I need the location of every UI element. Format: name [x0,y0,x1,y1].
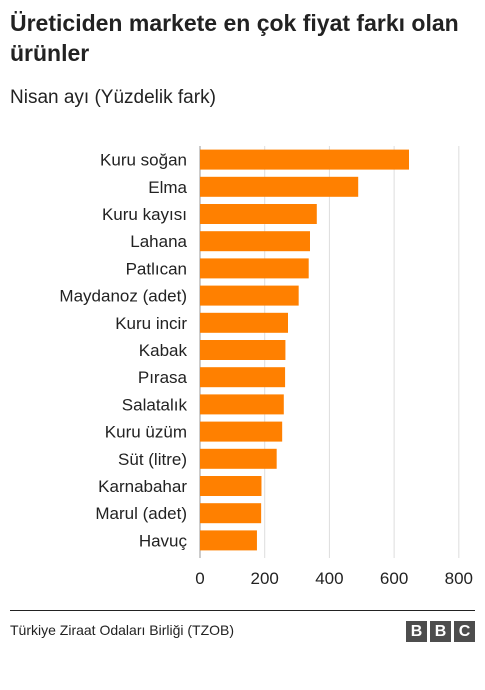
category-label: Maydanoz (adet) [59,287,187,306]
x-tick-labels: 0 200 400 600 800 [195,569,473,588]
bar [200,258,309,279]
x-tick-label: 0 [195,569,204,588]
category-label: Elma [148,178,187,197]
category-label: Salatalık [122,395,188,414]
bar [200,204,317,224]
bars [200,149,409,551]
bar [200,421,283,442]
category-label: Kuru soğan [100,151,187,170]
category-label: Lahana [130,232,187,251]
bar [200,312,288,333]
category-label: Süt (litre) [118,450,187,469]
bbc-logo-letter: B [406,621,427,642]
category-label: Kuru incir [115,314,187,333]
source-note: Türkiye Ziraat Odaları Birliği (TZOB) [10,622,235,638]
x-tick-label: 600 [380,569,408,588]
chart-title: Üreticiden markete en çok fiyat farkı ol… [10,10,459,66]
bbc-logo: B B C [406,621,475,642]
bar [200,503,262,524]
bar [200,394,284,415]
x-tick-label: 400 [315,569,343,588]
category-label: Kabak [139,341,188,360]
category-label: Karnabahar [98,477,187,496]
bar [200,476,262,496]
category-label: Kuru kayısı [102,205,187,224]
bbc-logo-letter: C [454,621,475,642]
x-tick-label: 200 [251,569,279,588]
category-labels: Kuru soğan Elma Kuru kayısı Lahana Patlıcan M… [59,151,187,551]
bbc-logo-letter: B [430,621,451,642]
category-label: Patlıcan [126,259,187,278]
category-label: Kuru üzüm [105,423,187,442]
bar [200,367,286,388]
x-tick-label: 800 [445,569,473,588]
bar [200,530,257,551]
bar [200,448,277,469]
footer-divider [10,610,475,611]
category-label: Havuç [139,531,188,550]
category-label: Marul (adet) [95,504,187,523]
bar [200,285,299,306]
bar [200,340,286,360]
bar-chart: Kuru soğan Elma Kuru kayısı Lahana Patlıcan M… [59,146,473,588]
category-label: Pırasa [138,368,188,387]
bar [200,149,409,170]
chart-subtitle: Nisan ayı (Yüzdelik fark) [10,87,216,108]
bar [200,176,359,197]
bar [200,231,310,252]
